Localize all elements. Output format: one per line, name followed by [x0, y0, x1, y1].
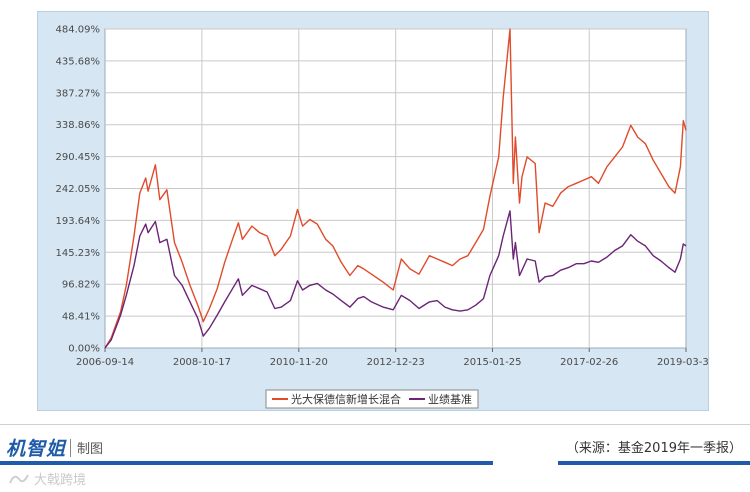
brand: 机智姐 制图 — [6, 434, 103, 461]
x-tick-label: 2008-10-17 — [173, 357, 231, 368]
brand-separator — [70, 438, 72, 457]
series-line-fund — [104, 28, 687, 349]
x-tick-label: 2010-11-20 — [270, 357, 328, 368]
y-tick-label: 484.09% — [56, 25, 101, 36]
brand-caption: 制图 — [77, 442, 104, 457]
footer-bar-left — [0, 461, 493, 465]
y-tick-label: 290.45% — [56, 152, 101, 163]
y-tick-label: 145.23% — [56, 248, 101, 259]
x-tick-label: 2017-02-26 — [560, 357, 618, 368]
y-tick-label: 338.86% — [56, 120, 101, 131]
chart-frame: 0.00% 48.41% 96.82% 145.23% 193.64% 242.05% 29… — [37, 11, 710, 411]
legend: 光大保德信新增长混合 业绩基准 — [265, 389, 479, 409]
y-tick-label: 242.05% — [56, 184, 101, 195]
y-tick-label: 0.00% — [68, 344, 100, 355]
watermark-icon — [9, 474, 29, 483]
series-lines — [104, 28, 687, 349]
y-tick-label: 193.64% — [56, 216, 101, 227]
series-line-benchmark — [104, 210, 687, 349]
x-tick-label: 2006-09-14 — [76, 357, 134, 368]
legend-box — [265, 389, 479, 409]
footer-divider — [0, 424, 750, 425]
source-note: （来源：基金2019年一季报） — [565, 441, 742, 456]
legend-label-series-b: 业绩基准 — [428, 393, 472, 406]
x-tick-label: 2019-03-31 — [657, 357, 710, 368]
y-tick-label: 96.82% — [62, 280, 100, 291]
footer-bar-right — [558, 461, 750, 465]
brand-logo: 机智姐 — [6, 438, 67, 460]
legend-label-series-a: 光大保德信新增长混合 — [291, 392, 401, 406]
y-tick-label: 435.68% — [56, 56, 101, 67]
y-tick-label: 48.41% — [62, 312, 100, 323]
x-axis-ticks: 2006-09-14 2008-10-17 2010-11-20 2012-12-23… — [76, 348, 710, 368]
gridlines — [105, 28, 686, 348]
watermark-text: 大戟跨境 — [34, 473, 87, 488]
x-tick-label: 2012-12-23 — [367, 357, 425, 368]
watermark: 大戟跨境 — [8, 469, 86, 488]
line-chart: 0.00% 48.41% 96.82% 145.23% 193.64% 242.05% 29… — [56, 25, 710, 409]
x-tick-label: 2015-01-25 — [463, 357, 521, 368]
y-tick-label: 387.27% — [56, 88, 101, 99]
y-axis-ticks: 0.00% 48.41% 96.82% 145.23% 193.64% 242.05% 29… — [56, 25, 101, 355]
